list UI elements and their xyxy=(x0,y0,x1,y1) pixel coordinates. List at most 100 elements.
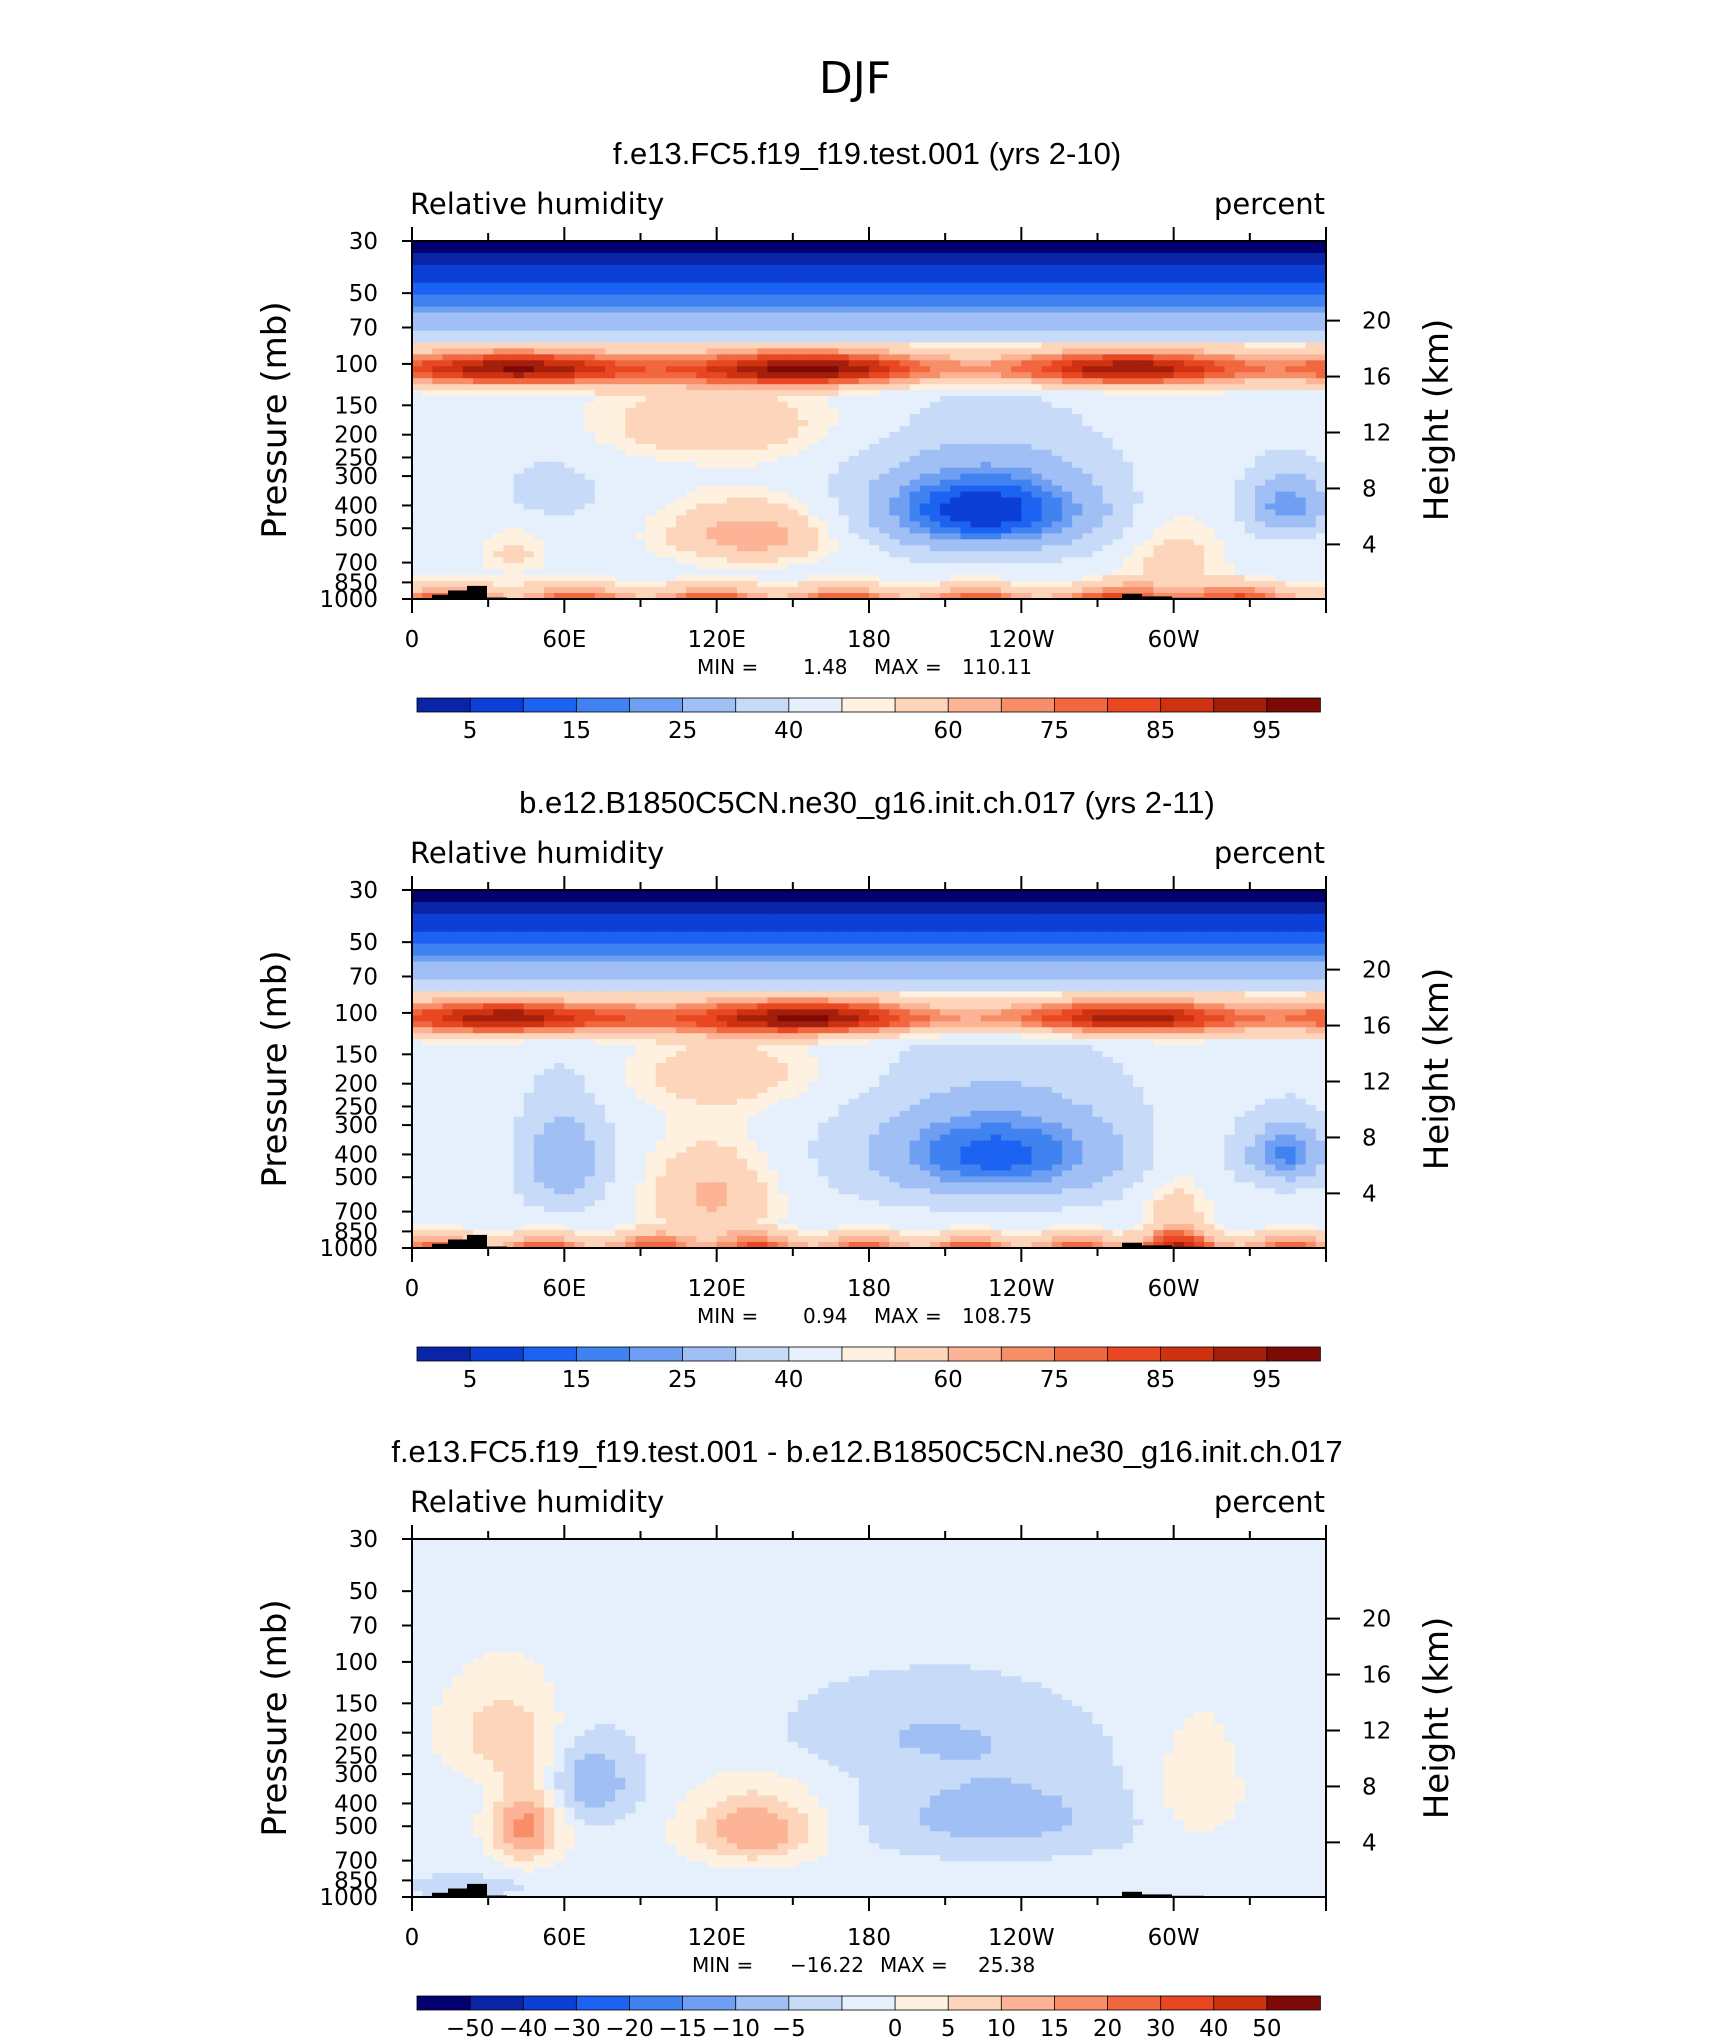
contour-cell xyxy=(1112,467,1124,475)
contour-cell xyxy=(1234,252,1246,260)
contour-cell xyxy=(696,300,708,308)
contour-cell xyxy=(1041,509,1053,517)
contour-cell xyxy=(493,300,504,308)
contour-cell xyxy=(1214,372,1226,379)
contour-cell xyxy=(909,437,921,445)
contour-cell xyxy=(1163,509,1175,517)
contour-cell xyxy=(1295,384,1307,391)
contour-cell xyxy=(422,390,433,397)
contour-cell xyxy=(493,425,504,433)
contour-cell xyxy=(645,569,657,576)
contour-cell xyxy=(1133,509,1144,517)
contour-cell xyxy=(787,527,799,534)
contour-cell xyxy=(1072,246,1083,254)
contour-cell xyxy=(858,288,870,296)
contour-cell xyxy=(777,414,789,421)
contour-cell xyxy=(1193,414,1205,421)
contour-cell xyxy=(412,300,423,308)
contour-cell xyxy=(665,366,677,373)
contour-cell xyxy=(452,252,464,260)
contour-cell xyxy=(533,360,545,367)
contour-cell xyxy=(1275,270,1286,278)
contour-cell xyxy=(422,246,433,254)
contour-cell xyxy=(879,503,890,511)
contour-cell xyxy=(1224,557,1236,564)
contour-cell xyxy=(625,551,637,558)
contour-cell xyxy=(1051,408,1063,415)
contour-cell xyxy=(1224,425,1236,433)
contour-cell xyxy=(574,348,586,355)
contour-cell xyxy=(533,479,545,487)
contour-cell xyxy=(757,515,769,523)
contour-cell xyxy=(797,485,809,493)
contour-cell xyxy=(1204,473,1215,481)
contour-cell xyxy=(483,503,494,511)
contour-cell xyxy=(625,491,637,499)
contour-cell xyxy=(1092,300,1104,308)
contour-cell xyxy=(1001,354,1012,361)
contour-cell xyxy=(412,569,423,576)
contour-cell xyxy=(442,324,454,332)
contour-cell xyxy=(665,390,677,397)
contour-cell xyxy=(452,330,464,338)
contour-cell xyxy=(736,479,748,487)
contour-cell xyxy=(1001,420,1012,427)
contour-cell xyxy=(1102,294,1114,302)
contour-cell xyxy=(513,414,525,421)
contour-cell xyxy=(1061,414,1073,421)
contour-cell xyxy=(432,443,444,451)
contour-cell xyxy=(929,479,941,487)
contour-cell xyxy=(970,539,982,546)
contour-cell xyxy=(716,557,728,564)
contour-cell xyxy=(1021,491,1033,499)
contour-cell xyxy=(1265,366,1276,373)
contour-cell xyxy=(736,527,748,534)
contour-cell xyxy=(838,330,850,338)
contour-cell xyxy=(899,485,911,493)
contour-cell xyxy=(960,288,972,296)
contour-cell xyxy=(838,372,850,379)
contour-cell xyxy=(472,324,484,332)
contour-cell xyxy=(1193,396,1205,403)
contour-cell xyxy=(1031,282,1043,290)
contour-cell xyxy=(1031,437,1043,445)
contour-cell xyxy=(990,539,1002,546)
contour-cell xyxy=(432,437,444,445)
contour-cell xyxy=(1275,300,1286,308)
contour-cell xyxy=(615,324,626,332)
contour-cell xyxy=(848,330,860,338)
contour-cell xyxy=(655,264,667,272)
contour-cell xyxy=(797,312,809,320)
contour-cell xyxy=(1082,366,1094,373)
contour-cell xyxy=(452,563,464,570)
contour-cell xyxy=(462,312,474,320)
contour-cell xyxy=(808,378,819,385)
contour-cell xyxy=(1143,515,1154,523)
contour-cell xyxy=(615,551,626,558)
contour-cell xyxy=(787,366,799,373)
contour-cell xyxy=(523,264,535,272)
contour-cell xyxy=(889,461,901,469)
contour-cell xyxy=(594,324,606,332)
contour-cell xyxy=(615,360,626,367)
contour-cell xyxy=(797,330,809,338)
contour-cell xyxy=(554,414,565,421)
contour-cell xyxy=(1112,503,1124,511)
contour-cell xyxy=(1082,533,1094,540)
contour-cell xyxy=(1133,551,1144,558)
contour-cell xyxy=(503,425,515,433)
contour-cell xyxy=(1244,264,1256,272)
contour-cell xyxy=(970,324,982,332)
contour-cell xyxy=(584,408,596,415)
contour-cell xyxy=(422,527,433,534)
contour-cell xyxy=(1275,467,1286,475)
contour-cell xyxy=(1061,336,1073,344)
contour-cell xyxy=(797,246,809,254)
contour-cell xyxy=(615,330,626,338)
contour-cell xyxy=(1214,497,1226,505)
contour-cell xyxy=(1193,479,1205,487)
contour-cell xyxy=(940,467,951,475)
contour-cell xyxy=(797,414,809,421)
contour-cell xyxy=(1254,515,1266,523)
contour-cell xyxy=(1122,414,1134,421)
